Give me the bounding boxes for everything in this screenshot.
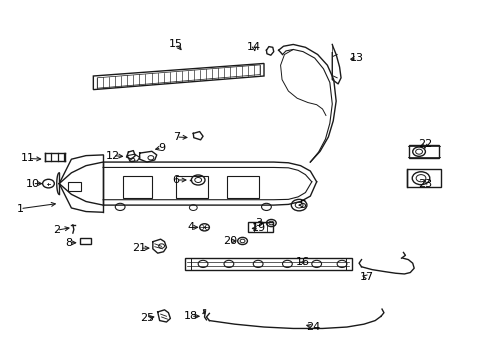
Text: 10: 10 <box>25 179 40 189</box>
Text: 1: 1 <box>17 204 23 214</box>
Text: 11: 11 <box>20 153 35 163</box>
Text: 19: 19 <box>251 224 265 233</box>
Text: 24: 24 <box>305 322 319 332</box>
Text: 25: 25 <box>140 313 154 323</box>
Text: 15: 15 <box>169 39 183 49</box>
Text: 17: 17 <box>359 272 373 282</box>
Text: 21: 21 <box>132 243 146 253</box>
Text: 23: 23 <box>417 179 431 189</box>
Text: 13: 13 <box>349 53 363 63</box>
Text: 9: 9 <box>158 143 165 153</box>
Text: 12: 12 <box>105 150 120 161</box>
Text: 7: 7 <box>172 132 180 142</box>
Text: 2: 2 <box>53 225 60 235</box>
Text: 20: 20 <box>223 236 237 246</box>
Text: 8: 8 <box>65 238 72 248</box>
Text: 5: 5 <box>299 200 306 210</box>
Text: 18: 18 <box>183 311 198 321</box>
Text: 3: 3 <box>255 218 262 228</box>
Text: 22: 22 <box>417 139 431 149</box>
Text: 14: 14 <box>247 42 261 52</box>
Text: 6: 6 <box>172 175 180 185</box>
Text: 4: 4 <box>187 222 194 232</box>
Text: 16: 16 <box>295 257 309 267</box>
